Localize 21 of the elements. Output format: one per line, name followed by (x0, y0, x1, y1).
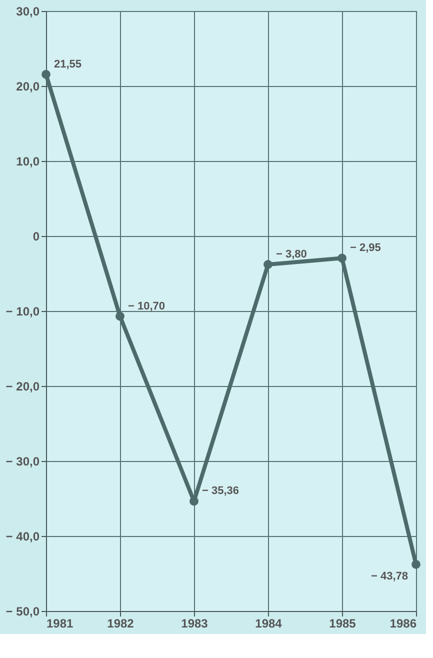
y-tick-label: 10,0 (16, 154, 40, 168)
x-tick-label: 1986 (390, 616, 417, 630)
y-tick-label: − 20,0 (6, 380, 40, 394)
data-label: 21,55 (54, 58, 82, 70)
y-tick-label: − 40,0 (6, 530, 40, 544)
x-tick-label: 1983 (181, 616, 208, 630)
y-tick-label: − 50,0 (6, 604, 40, 618)
x-tick-label: 1981 (46, 616, 74, 630)
x-tick-label: 1985 (329, 616, 356, 630)
data-label: − 3,80 (276, 248, 307, 260)
data-label: − 43,78 (370, 570, 408, 582)
y-tick-label: 30,0 (16, 4, 40, 18)
x-tick-label: 1984 (255, 616, 282, 630)
y-tick-label: 20,0 (16, 80, 40, 94)
data-label: − 2,95 (350, 242, 381, 254)
data-label: − 35,36 (202, 485, 240, 498)
data-label: − 10,70 (128, 300, 166, 312)
y-tick-label: − 30,0 (6, 454, 40, 468)
y-tick-label: 0 (32, 230, 40, 244)
x-tick-label: 1982 (107, 616, 134, 630)
y-tick-label: − 10,0 (6, 304, 40, 318)
